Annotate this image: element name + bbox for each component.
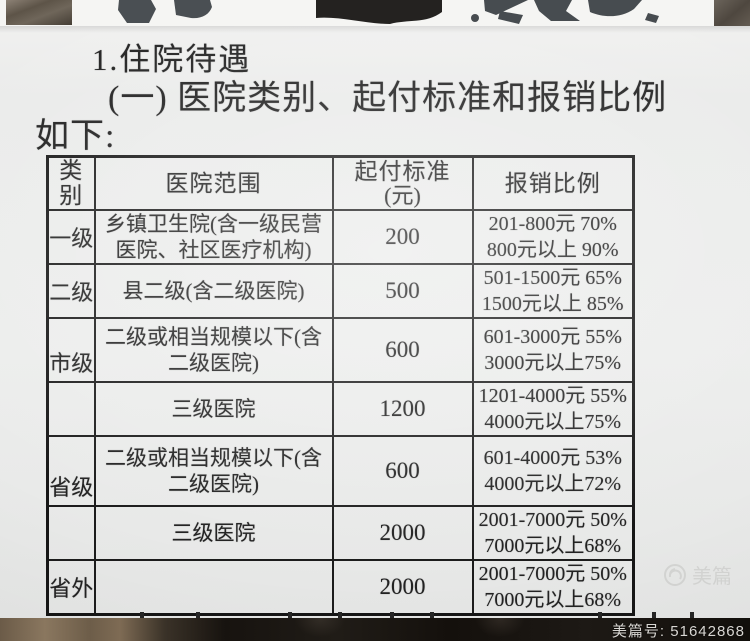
section-title: (一) 医院类别、起付标准和报销比例	[108, 80, 668, 117]
table-row: 省外 2000 2001-7000元 50% 7000元以上68%	[46, 559, 635, 616]
cell-deductible: 500	[331, 263, 474, 320]
cell-category: 市级	[46, 317, 96, 384]
document-paper: 1.住院待遇 (一) 医院类别、起付标准和报销比例 如下: 类别 医院范围 起付…	[0, 26, 750, 618]
header-scope: 医院范围	[93, 155, 334, 211]
meipian-logo-watermark: 美篇	[662, 560, 748, 595]
meipian-logo-text: 美篇	[692, 565, 732, 588]
page-title: 1.住院待遇	[92, 42, 252, 77]
cell-scope: 二级或相当规模以下(含二级医院)	[93, 317, 334, 384]
header-category: 类别	[46, 155, 96, 211]
section-title-continued: 如下:	[35, 118, 116, 155]
benefits-table: 类别 医院范围 起付标准 (元) 报销比例 一级 乡镇卫生院(含一级民营医院、社…	[46, 155, 635, 617]
hair-silhouette	[316, 0, 442, 24]
table-edge-tick	[690, 612, 694, 618]
table-edge-tick	[288, 612, 292, 618]
cell-ratio: 501-1500元 65% 1500元以上 85%	[471, 263, 635, 320]
cell-scope: 三级医院	[93, 381, 334, 438]
poster-glyph-fragments-left	[118, 0, 212, 23]
cell-scope: 三级医院	[93, 505, 334, 562]
meipian-swirl-icon	[664, 564, 686, 586]
stone-texture-right	[714, 0, 750, 30]
clothing-fold	[290, 618, 350, 641]
cell-ratio: 601-3000元 55% 3000元以上75%	[471, 317, 635, 384]
table-header-row: 类别 医院范围 起付标准 (元) 报销比例	[46, 155, 635, 211]
stone-texture-left	[6, 0, 72, 25]
cell-scope: 乡镇卫生院(含一级民营医院、社区医疗机构)	[93, 208, 334, 266]
photo-background-bottom: 美篇号: 51642868	[0, 618, 750, 641]
photo-background-top	[0, 0, 750, 30]
cell-scope: 二级或相当规模以下(含二级医院)	[93, 435, 334, 508]
cell-scope	[93, 559, 334, 616]
cell-ratio: 2001-7000元 50% 7000元以上68%	[471, 505, 635, 562]
wall-fragments-graphic	[6, 0, 750, 30]
cell-deductible: 600	[331, 317, 474, 384]
cell-ratio: 2001-7000元 50% 7000元以上68%	[471, 559, 635, 616]
table-edge-tick	[338, 612, 342, 618]
table-row: 二级 县二级(含二级医院) 500 501-1500元 65% 1500元以上 8…	[46, 263, 635, 320]
cell-deductible: 2000	[331, 559, 474, 616]
table-edge-tick	[196, 612, 200, 618]
cell-category: 省级	[46, 435, 96, 508]
header-ratio: 报销比例	[471, 155, 635, 211]
cell-ratio: 1201-4000元 55% 4000元以上75%	[471, 381, 635, 438]
table-row: 一级 乡镇卫生院(含一级民营医院、社区医疗机构) 200 201-800元 70…	[46, 208, 635, 266]
cell-ratio: 601-4000元 53% 4000元以上72%	[471, 435, 635, 508]
cell-category: 二级	[46, 263, 96, 320]
cell-category: 省外	[46, 559, 96, 616]
table-row: 三级医院 2000 2001-7000元 50% 7000元以上68%	[46, 505, 635, 562]
cell-deductible: 1200	[331, 381, 474, 438]
poster-glyph-fragments-right	[471, 0, 659, 24]
cell-category: 一级	[46, 208, 96, 266]
table-row: 省级 二级或相当规模以下(含二级医院) 600 601-4000元 53% 400…	[46, 435, 635, 508]
cell-ratio: 201-800元 70% 800元以上 90%	[471, 208, 635, 266]
cell-deductible: 200	[331, 208, 474, 266]
meipian-id-watermark: 美篇号: 51642868	[611, 623, 745, 640]
cell-scope: 县二级(含二级医院)	[93, 263, 334, 320]
table-edge-tick	[140, 612, 144, 618]
cell-category	[46, 505, 96, 562]
table-row: 市级 二级或相当规模以下(含二级医院) 600 601-3000元 55% 300…	[46, 317, 635, 384]
table-edge-tick	[430, 612, 434, 618]
table-edge-tick	[652, 612, 656, 618]
table-row: 三级医院 1200 1201-4000元 55% 4000元以上75%	[46, 381, 635, 438]
cell-category	[46, 381, 96, 438]
cell-deductible: 2000	[331, 505, 474, 562]
cell-deductible: 600	[331, 435, 474, 508]
clothing-fold	[470, 618, 530, 641]
table-edge-tick	[598, 612, 602, 618]
table-edge-tick	[390, 612, 394, 618]
header-deductible: 起付标准 (元)	[331, 155, 474, 211]
